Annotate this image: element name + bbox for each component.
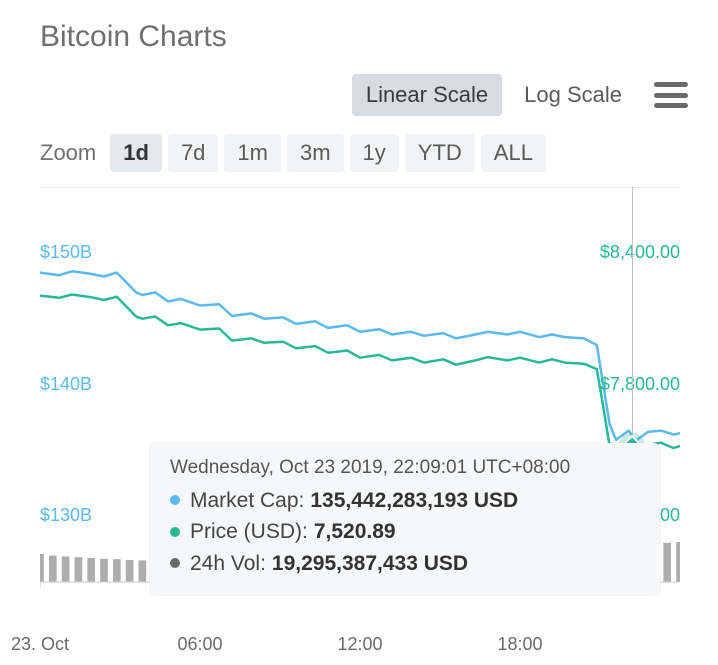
tooltip-value: 7,520.89: [314, 516, 396, 548]
page-title: Bitcoin Charts: [40, 20, 688, 54]
zoom-button-1d[interactable]: 1d: [110, 134, 162, 172]
series-price: [40, 295, 680, 455]
tooltip-date: Wednesday, Oct 23 2019, 22:09:01 UTC+08:…: [170, 457, 640, 479]
tooltip-row: Price (USD): 7,520.89: [170, 516, 640, 548]
series-dot-icon: [170, 558, 180, 568]
y-left-tick: $130B: [40, 505, 92, 526]
zoom-button-7d[interactable]: 7d: [168, 134, 218, 172]
zoom-label: Zoom: [40, 140, 96, 166]
tooltip-key: Price (USD):: [190, 516, 308, 548]
tooltip-key: 24h Vol:: [190, 548, 266, 580]
log-scale-button[interactable]: Log Scale: [510, 74, 636, 116]
x-tick: 23. Oct: [11, 634, 69, 655]
x-tick: 06:00: [177, 634, 222, 655]
linear-scale-button[interactable]: Linear Scale: [352, 74, 502, 116]
zoom-button-1m[interactable]: 1m: [224, 134, 281, 172]
x-tick: 18:00: [497, 634, 542, 655]
tooltip-value: 135,442,283,193 USD: [310, 485, 518, 517]
y-right-tick: $8,400.00: [600, 242, 680, 263]
series-dot-icon: [170, 527, 180, 537]
tooltip-key: Market Cap:: [190, 485, 304, 517]
chart-area[interactable]: $150B$140B$130B $8,400.00$7,800.00$7,200…: [40, 187, 680, 627]
y-right-tick: $7,800.00: [600, 374, 680, 395]
series-dot-icon: [170, 495, 180, 505]
series-market_cap: [40, 271, 680, 441]
y-left-tick: $150B: [40, 242, 92, 263]
tooltip-row: 24h Vol: 19,295,387,433 USD: [170, 548, 640, 580]
tooltip-value: 19,295,387,433 USD: [272, 548, 468, 580]
x-tick: 12:00: [337, 634, 382, 655]
tooltip-row: Market Cap: 135,442,283,193 USD: [170, 485, 640, 517]
zoom-button-ytd[interactable]: YTD: [405, 134, 475, 172]
zoom-button-3m[interactable]: 3m: [287, 134, 344, 172]
y-left-tick: $140B: [40, 374, 92, 395]
scale-toggle-row: Linear Scale Log Scale: [40, 74, 688, 116]
chart-tooltip: Wednesday, Oct 23 2019, 22:09:01 UTC+08:…: [150, 443, 660, 596]
zoom-button-all[interactable]: ALL: [481, 134, 546, 172]
zoom-button-1y[interactable]: 1y: [350, 134, 399, 172]
zoom-row: Zoom 1d7d1m3m1yYTDALL: [40, 134, 688, 172]
chart-menu-icon[interactable]: [654, 82, 688, 108]
